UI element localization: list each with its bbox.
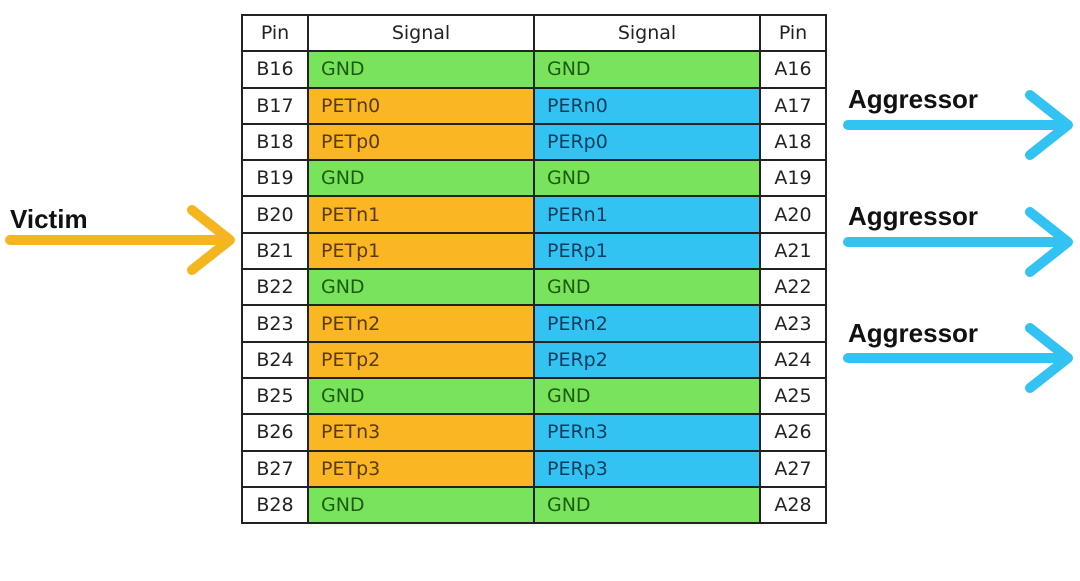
pin-b: B19 xyxy=(241,159,309,198)
signal-a: PERn2 xyxy=(533,304,761,343)
signal-a: GND xyxy=(533,50,761,89)
signal-b: GND xyxy=(307,485,535,525)
victim-label: Victim xyxy=(10,204,88,234)
signal-a: PERp2 xyxy=(533,340,761,379)
signal-a: PERn3 xyxy=(533,413,761,452)
pin-b: B25 xyxy=(241,376,309,416)
aggressor-arrow-icon-1 xyxy=(843,90,1073,160)
header-signal-right: Signal xyxy=(533,13,761,53)
signal-a: PERp0 xyxy=(533,122,761,162)
header-signal-left: Signal xyxy=(307,13,535,53)
signal-b: GND xyxy=(307,268,535,307)
header-row: Pin Signal Signal Pin xyxy=(241,13,827,53)
signal-a: GND xyxy=(533,159,761,198)
pin-a: A21 xyxy=(759,231,827,271)
pin-a: A28 xyxy=(759,485,827,525)
table-row: B20 PETn1 PERn1 A20 xyxy=(241,195,827,234)
table-row: B18 PETp0 PERp0 A18 xyxy=(241,122,827,162)
signal-b: GND xyxy=(307,159,535,198)
pin-b: B26 xyxy=(241,413,309,452)
signal-a: PERn0 xyxy=(533,86,761,125)
table-row: B24 PETp2 PERp2 A24 xyxy=(241,340,827,379)
aggressor-arrow-icon-3 xyxy=(843,323,1073,393)
pin-a: A27 xyxy=(759,449,827,488)
pin-b: B16 xyxy=(241,50,309,89)
pin-a: A19 xyxy=(759,159,827,198)
signal-b: PETp2 xyxy=(307,340,535,379)
aggressor-arrow-icon-2 xyxy=(843,207,1073,277)
pin-a: A20 xyxy=(759,195,827,234)
table-row: B26 PETn3 PERn3 A26 xyxy=(241,413,827,452)
signal-b: PETn0 xyxy=(307,86,535,125)
table-row: B25 GND GND A25 xyxy=(241,376,827,416)
pin-b: B21 xyxy=(241,231,309,271)
table-row: B28 GND GND A28 xyxy=(241,485,827,525)
pin-b: B23 xyxy=(241,304,309,343)
pin-a: A16 xyxy=(759,50,827,89)
aggressor-label-1: Aggressor xyxy=(848,84,979,114)
signal-a: GND xyxy=(533,376,761,416)
pin-a: A22 xyxy=(759,268,827,307)
aggressor-label-3: Aggressor xyxy=(848,318,979,348)
signal-a: GND xyxy=(533,268,761,307)
table-row: B23 PETn2 PERn2 A23 xyxy=(241,304,827,343)
signal-b: GND xyxy=(307,50,535,89)
table-row: B27 PETp3 PERp3 A27 xyxy=(241,449,827,488)
pin-b: B18 xyxy=(241,122,309,162)
pin-b: B20 xyxy=(241,195,309,234)
header-pin-left: Pin xyxy=(241,13,309,53)
signal-b: PETn1 xyxy=(307,195,535,234)
signal-a: PERp1 xyxy=(533,231,761,271)
pin-b: B28 xyxy=(241,485,309,525)
pin-a: A23 xyxy=(759,304,827,343)
pin-a: A24 xyxy=(759,340,827,379)
pin-a: A25 xyxy=(759,376,827,416)
signal-b: PETn3 xyxy=(307,413,535,452)
table-row: B22 GND GND A22 xyxy=(241,268,827,307)
pinout-table: Pin Signal Signal Pin B16 GND GND A16 B17 PET… xyxy=(241,13,827,525)
signal-b: PETp3 xyxy=(307,449,535,488)
header-pin-right: Pin xyxy=(759,13,827,53)
aggressor-label-2: Aggressor xyxy=(848,201,979,231)
pin-b: B27 xyxy=(241,449,309,488)
pin-a: A18 xyxy=(759,122,827,162)
table-row: B16 GND GND A16 xyxy=(241,50,827,89)
signal-a: GND xyxy=(533,485,761,525)
signal-b: PETp0 xyxy=(307,122,535,162)
pin-b: B17 xyxy=(241,86,309,125)
signal-a: PERn1 xyxy=(533,195,761,234)
signal-a: PERp3 xyxy=(533,449,761,488)
signal-b: PETp1 xyxy=(307,231,535,271)
pin-a: A26 xyxy=(759,413,827,452)
victim-arrow-icon xyxy=(5,205,235,275)
table-row: B17 PETn0 PERn0 A17 xyxy=(241,86,827,125)
pin-a: A17 xyxy=(759,86,827,125)
pin-b: B22 xyxy=(241,268,309,307)
signal-b: GND xyxy=(307,376,535,416)
signal-b: PETn2 xyxy=(307,304,535,343)
pin-b: B24 xyxy=(241,340,309,379)
table-row: B19 GND GND A19 xyxy=(241,159,827,198)
table-row: B21 PETp1 PERp1 A21 xyxy=(241,231,827,271)
